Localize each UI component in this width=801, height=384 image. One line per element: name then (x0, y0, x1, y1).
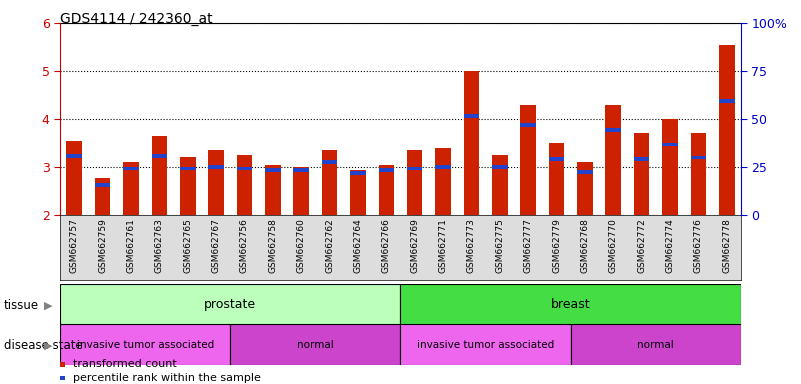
Text: GSM662773: GSM662773 (467, 218, 476, 273)
Bar (492, 155, 508, 215)
Text: transformed count: transformed count (73, 359, 176, 369)
Text: GSM662779: GSM662779 (552, 218, 561, 273)
Text: normal: normal (297, 339, 334, 350)
Text: GDS4114 / 242360_at: GDS4114 / 242360_at (60, 12, 213, 25)
Bar (719, 99, 735, 103)
Text: GSM662758: GSM662758 (268, 218, 277, 273)
Text: GSM662759: GSM662759 (99, 218, 107, 273)
Text: normal: normal (638, 339, 674, 350)
Bar (719, 45, 735, 215)
Bar (634, 157, 650, 161)
Bar (293, 169, 309, 172)
Text: GSM662771: GSM662771 (439, 218, 448, 273)
Text: GSM662768: GSM662768 (581, 218, 590, 273)
Bar (464, 114, 479, 118)
Text: GSM662778: GSM662778 (723, 218, 731, 273)
Text: tissue: tissue (4, 299, 39, 312)
Text: percentile rank within the sample: percentile rank within the sample (73, 373, 260, 383)
Bar (435, 148, 451, 215)
Text: GSM662775: GSM662775 (495, 218, 505, 273)
Bar (407, 167, 422, 170)
Text: GSM662769: GSM662769 (410, 218, 419, 273)
Bar (521, 104, 536, 215)
Text: invasive tumor associated: invasive tumor associated (77, 339, 214, 350)
Bar (549, 157, 565, 161)
Bar (180, 157, 195, 215)
Bar (379, 169, 394, 172)
Bar (400, 284, 741, 324)
Text: GSM662757: GSM662757 (70, 218, 78, 273)
Text: GSM662760: GSM662760 (296, 218, 306, 273)
Bar (577, 170, 593, 174)
Bar (549, 143, 565, 215)
Bar (66, 154, 82, 158)
Bar (464, 71, 479, 215)
Text: GSM662774: GSM662774 (666, 218, 674, 273)
Bar (123, 162, 139, 215)
Bar (577, 162, 593, 215)
Bar (662, 119, 678, 215)
Bar (265, 165, 280, 215)
Text: GSM662776: GSM662776 (694, 218, 702, 273)
Bar (265, 169, 280, 172)
Bar (322, 161, 337, 164)
Bar (293, 167, 309, 215)
Bar (236, 167, 252, 170)
Bar (322, 150, 337, 215)
Text: GSM662763: GSM662763 (155, 218, 164, 273)
Bar (492, 165, 508, 169)
Text: GSM662762: GSM662762 (325, 218, 334, 273)
Bar (208, 165, 224, 169)
Text: GSM662767: GSM662767 (211, 218, 220, 273)
Bar (350, 170, 366, 215)
Bar (570, 324, 741, 365)
Bar (236, 155, 252, 215)
Bar (606, 104, 621, 215)
Bar (231, 324, 400, 365)
Bar (95, 183, 111, 187)
Text: disease state: disease state (4, 339, 83, 352)
Bar (435, 165, 451, 169)
Bar (634, 134, 650, 215)
Text: GSM662770: GSM662770 (609, 218, 618, 273)
Text: prostate: prostate (204, 298, 256, 311)
Text: GSM662764: GSM662764 (353, 218, 362, 273)
Bar (662, 142, 678, 146)
Text: GSM662761: GSM662761 (127, 218, 135, 273)
Bar (400, 324, 570, 365)
Text: GSM662772: GSM662772 (637, 218, 646, 273)
Bar (606, 128, 621, 132)
Bar (208, 150, 224, 215)
Bar (95, 178, 111, 215)
Text: GSM662766: GSM662766 (382, 218, 391, 273)
Text: invasive tumor associated: invasive tumor associated (417, 339, 554, 350)
Bar (350, 171, 366, 175)
Bar (60, 284, 400, 324)
Bar (521, 123, 536, 127)
Text: GSM662756: GSM662756 (240, 218, 249, 273)
Bar (123, 167, 139, 170)
Bar (151, 154, 167, 158)
Bar (66, 141, 82, 215)
Text: ▶: ▶ (44, 341, 53, 351)
Text: GSM662777: GSM662777 (524, 218, 533, 273)
Text: GSM662765: GSM662765 (183, 218, 192, 273)
Text: breast: breast (551, 298, 590, 311)
Text: ▶: ▶ (44, 300, 53, 310)
Bar (407, 150, 422, 215)
Bar (690, 134, 706, 215)
Bar (379, 165, 394, 215)
Bar (180, 167, 195, 170)
Bar (151, 136, 167, 215)
Bar (690, 156, 706, 159)
Bar (60, 324, 231, 365)
